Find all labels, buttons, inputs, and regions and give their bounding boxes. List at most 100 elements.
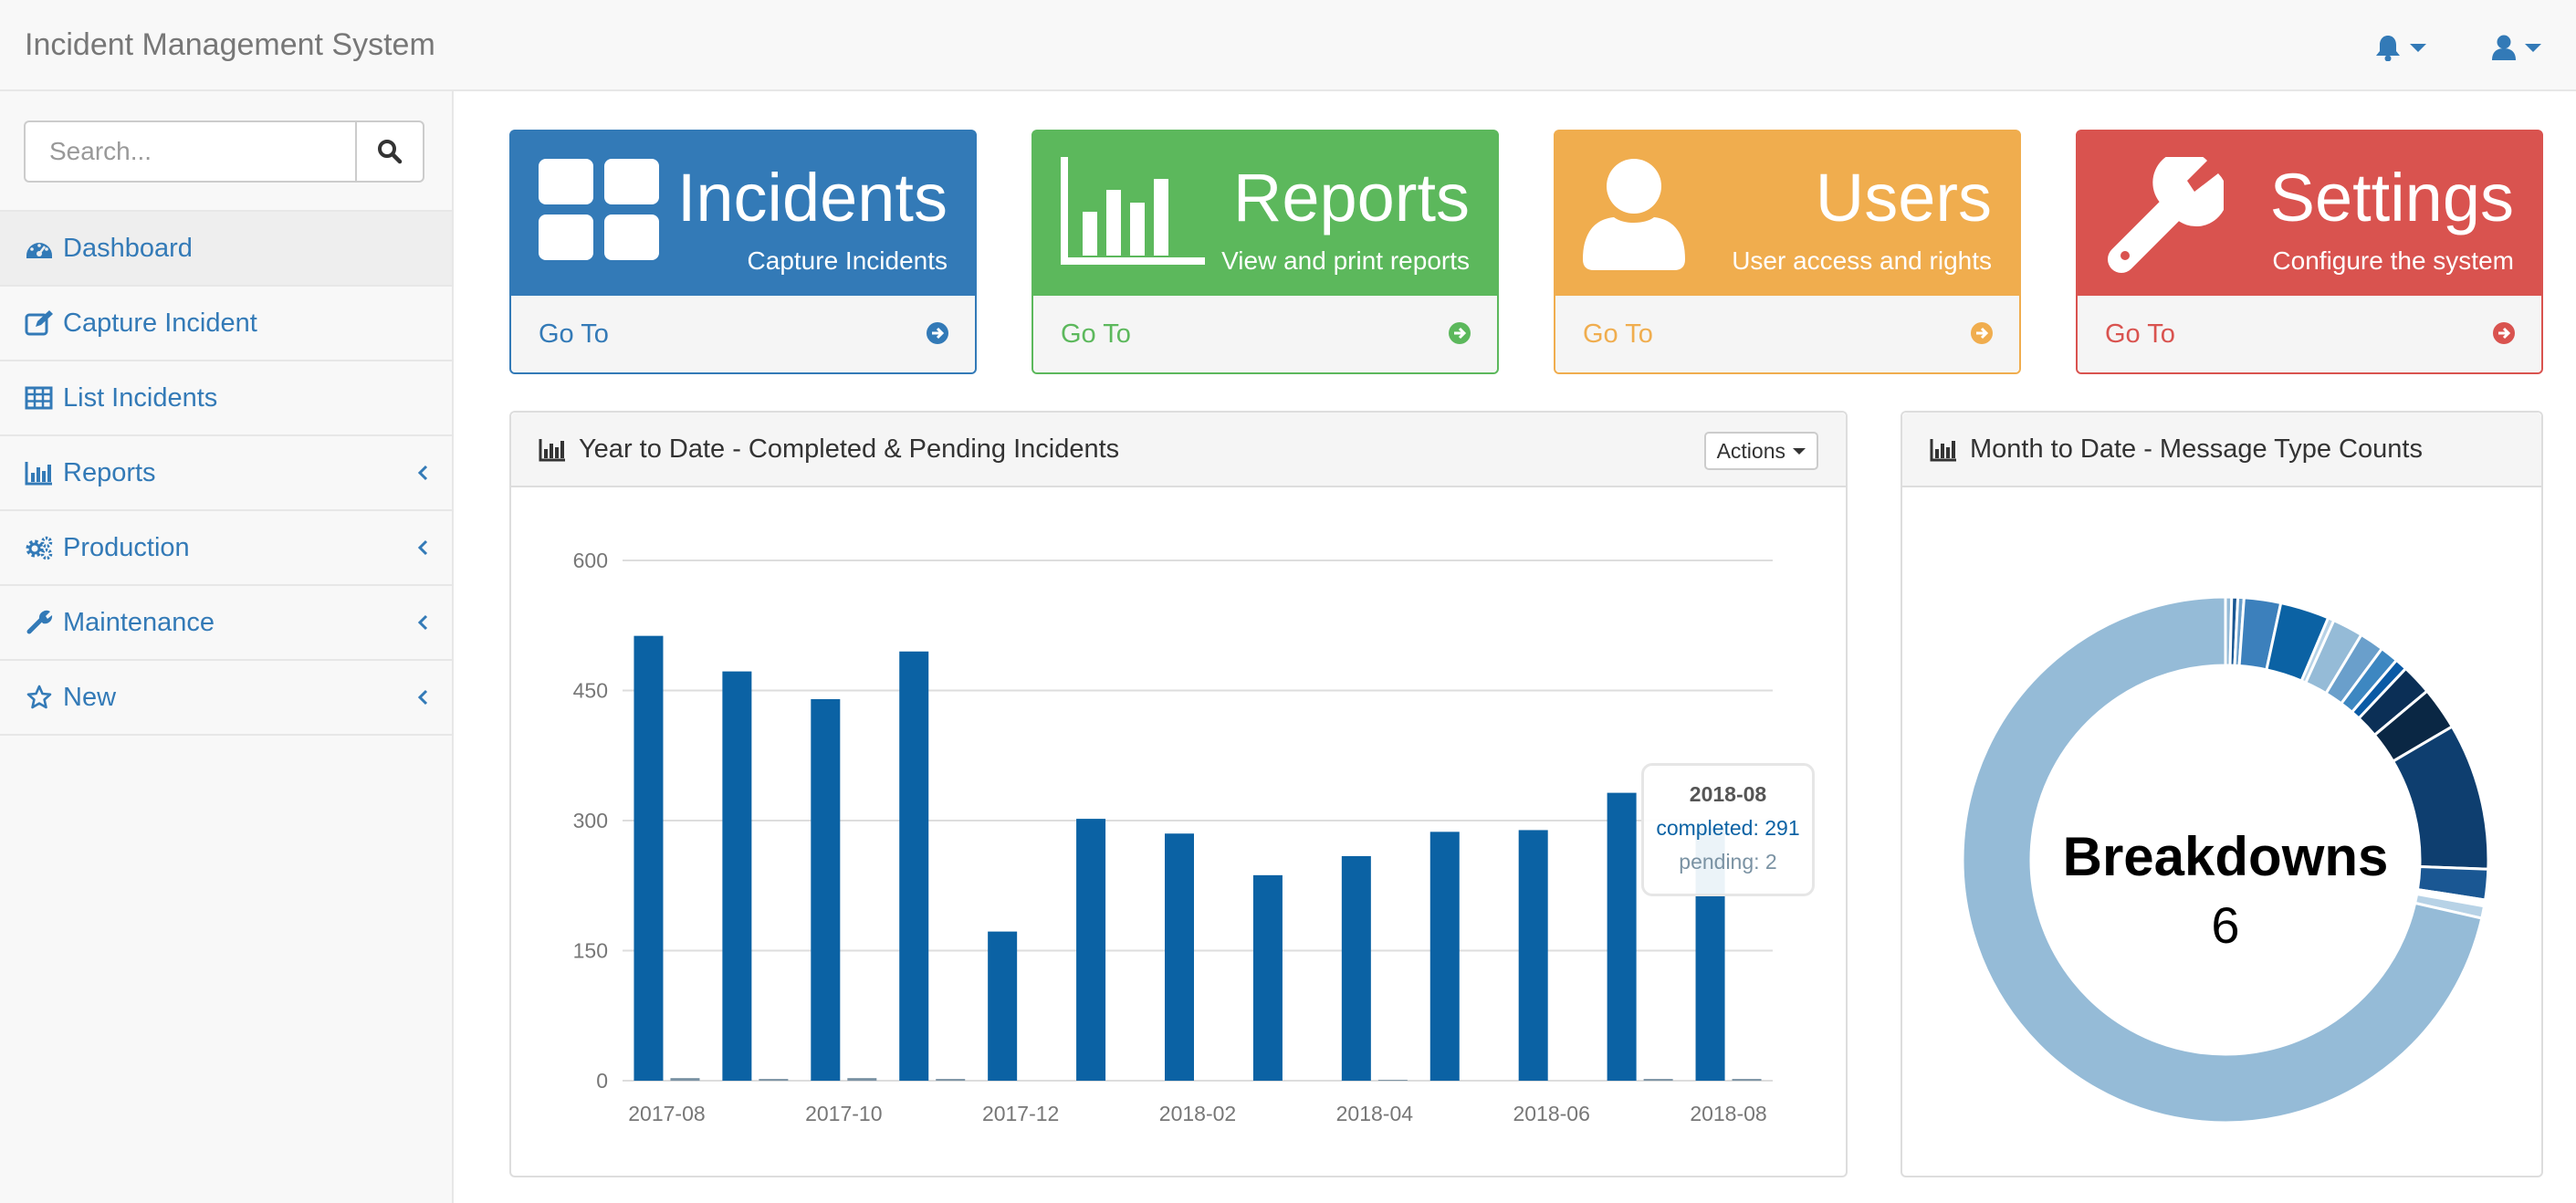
x-tick-label: 2018-06	[1513, 1102, 1589, 1125]
bar-completed-2018-07	[1607, 792, 1637, 1081]
top-navbar: Incident Management System	[0, 0, 2576, 91]
donut-center-label: Breakdowns	[2063, 826, 2389, 887]
sidebar-item-list-incidents[interactable]: List Incidents	[0, 361, 452, 436]
bar-completed-2018-02	[1165, 833, 1194, 1081]
chart-tooltip: 2018-08 completed: 291 pending: 2	[1641, 763, 1815, 896]
users-goto-link[interactable]: Go To	[1555, 296, 2019, 372]
sidebar-item-label: New	[63, 682, 117, 712]
bar-completed-2018-03	[1252, 874, 1283, 1081]
wrench-icon	[2108, 157, 2224, 273]
arrow-circle-right-icon	[1971, 322, 1993, 344]
chevron-left-icon	[417, 614, 428, 631]
users-tile: Users User access and rights Go To	[1554, 130, 2021, 374]
chevron-down-icon	[1793, 447, 1806, 455]
bar-pending-2017-08	[670, 1078, 700, 1081]
sidebar-item-new[interactable]: New	[0, 661, 452, 736]
donut-slice-4	[2391, 724, 2490, 871]
search-group	[24, 120, 424, 183]
sidebar-item-capture-incident[interactable]: Capture Incident	[0, 287, 452, 361]
donut-slice-13	[2237, 596, 2283, 672]
th-large-icon	[539, 159, 659, 260]
mtd-panel-header: Month to Date - Message Type Counts	[1902, 413, 2541, 487]
tile-title: Reports	[1232, 160, 1470, 235]
sidebar-nav: Dashboard Capture Incident List Incident…	[0, 210, 452, 736]
incidents-tile: Incidents Capture Incidents Go To	[509, 130, 977, 374]
bar-pending-2017-11	[936, 1079, 966, 1081]
star-icon	[26, 685, 52, 709]
bar-chart-icon	[25, 462, 52, 486]
bar-completed-2018-04	[1341, 855, 1371, 1081]
tile-title: Users	[1815, 160, 1992, 235]
bar-completed-2017-08	[634, 635, 664, 1081]
bar-pending-2018-08	[1732, 1079, 1762, 1081]
x-tick-label: 2018-08	[1690, 1102, 1766, 1125]
user-icon	[1583, 159, 1685, 270]
search-icon	[378, 140, 403, 164]
sidebar-item-label: Capture Incident	[63, 308, 257, 338]
reports-goto-link[interactable]: Go To	[1033, 296, 1497, 372]
incidents-goto-link[interactable]: Go To	[511, 296, 975, 372]
mtd-message-types-panel: Month to Date - Message Type Counts Brea…	[1901, 411, 2543, 1177]
bar-pending-2017-10	[847, 1078, 877, 1081]
donut-slice-9	[2324, 633, 2384, 706]
tooltip-title: 2018-08	[1689, 782, 1767, 806]
bar-completed-2017-09	[722, 671, 752, 1081]
chevron-left-icon	[417, 465, 428, 481]
user-dropdown[interactable]	[2492, 29, 2541, 66]
tile-subtitle: View and print reports	[1221, 246, 1470, 275]
donut-slice-5	[2372, 689, 2455, 764]
sidebar-item-production[interactable]: Production	[0, 511, 452, 586]
bar-chart-icon	[1061, 157, 1205, 265]
sidebar-item-label: Maintenance	[63, 607, 215, 637]
sidebar-item-maintenance[interactable]: Maintenance	[0, 586, 452, 661]
notifications-dropdown[interactable]	[2375, 29, 2426, 66]
bar-chart-icon	[539, 439, 565, 462]
arrow-circle-right-icon	[927, 322, 948, 344]
bar-completed-2018-05	[1429, 832, 1460, 1081]
panel-title: Month to Date - Message Type Counts	[1970, 434, 2423, 464]
bar-completed-2017-12	[988, 931, 1018, 1081]
donut-slice-10	[2303, 618, 2363, 696]
goto-label: Go To	[2105, 319, 2175, 349]
search-button[interactable]	[355, 120, 424, 183]
sidebar-item-dashboard[interactable]: Dashboard	[0, 210, 452, 287]
tooltip-completed: completed: 291	[1656, 816, 1800, 840]
y-tick-label: 450	[573, 679, 608, 703]
x-tick-label: 2017-12	[982, 1102, 1059, 1125]
sidebar-item-reports[interactable]: Reports	[0, 436, 452, 511]
chevron-down-icon	[2525, 43, 2541, 52]
chevron-left-icon	[417, 689, 428, 706]
ytd-incidents-panel: Year to Date - Completed & Pending Incid…	[509, 411, 1848, 1177]
mtd-donut-chart: Breakdowns 6	[1961, 595, 2490, 1125]
sidebar-item-label: Dashboard	[63, 233, 193, 263]
dashboard-icon	[26, 243, 52, 258]
settings-tile-header: Settings Configure the system	[2078, 131, 2541, 298]
arrow-circle-right-icon	[1449, 322, 1471, 344]
bar-pending-2018-04	[1377, 1080, 1408, 1081]
ytd-bar-chart: 0 150 300 450 600 2017-08 2017-10 2017-12 2018-0…	[573, 549, 1773, 1125]
bar-completed-2017-10	[811, 699, 841, 1081]
settings-goto-link[interactable]: Go To	[2078, 296, 2541, 372]
incidents-tile-header: Incidents Capture Incidents	[511, 131, 975, 298]
donut-slice-12	[2265, 601, 2330, 683]
x-tick-label: 2018-02	[1159, 1102, 1236, 1125]
x-tick-label: 2017-08	[628, 1102, 705, 1125]
x-tick-label: 2018-04	[1336, 1102, 1414, 1125]
arrow-circle-right-icon	[2493, 322, 2515, 344]
tile-subtitle: Configure the system	[2272, 246, 2514, 275]
actions-label: Actions	[1716, 438, 1785, 463]
user-icon	[2492, 35, 2516, 60]
reports-tile-header: Reports View and print reports	[1033, 131, 1497, 298]
goto-label: Go To	[539, 319, 609, 349]
gears-icon	[26, 536, 53, 560]
wrench-icon	[26, 610, 53, 634]
bar-completed-2017-11	[899, 651, 929, 1081]
sidebar-item-label: Reports	[63, 457, 156, 487]
y-tick-label: 150	[573, 939, 608, 963]
donut-center-value: 6	[2211, 896, 2239, 954]
tile-subtitle: User access and rights	[1732, 246, 1992, 275]
tile-title: Incidents	[676, 160, 948, 235]
search-input[interactable]	[24, 120, 355, 183]
actions-dropdown-button[interactable]: Actions	[1703, 432, 1818, 470]
app-title[interactable]: Incident Management System	[25, 27, 435, 62]
